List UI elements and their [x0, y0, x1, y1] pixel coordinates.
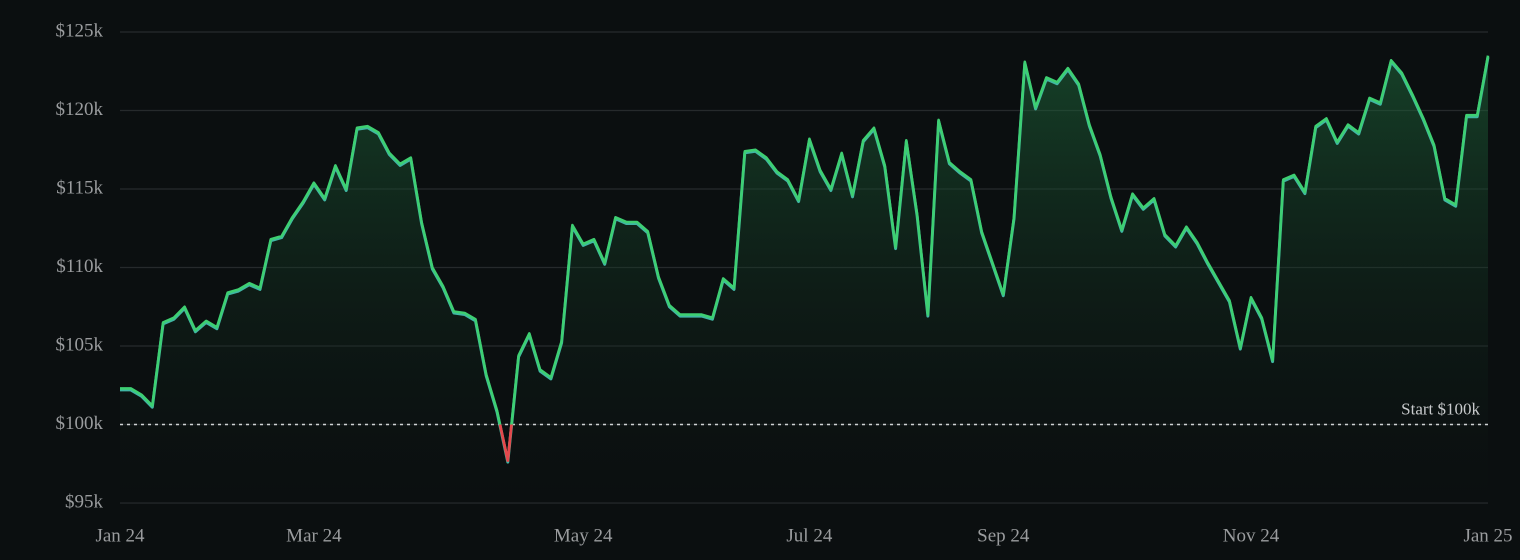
y-tick-label: $100k [56, 413, 104, 434]
area-fill [120, 55, 1488, 503]
line [120, 55, 1490, 462]
y-tick-label: $115k [56, 177, 103, 198]
x-tick-label: May 24 [554, 525, 613, 546]
x-tick-label: Nov 24 [1223, 525, 1280, 546]
x-tick-label: Jul 24 [786, 525, 832, 546]
x-tick-label: Jan 24 [95, 525, 145, 546]
y-tick-label: $105k [56, 334, 104, 355]
y-tick-label: $125k [56, 20, 104, 41]
y-tick-label: $110k [56, 256, 103, 277]
baseline-label: Start $100k [1401, 399, 1480, 418]
x-tick-label: Mar 24 [286, 525, 342, 546]
y-tick-label: $120k [56, 99, 104, 120]
x-tick-label: Sep 24 [977, 525, 1030, 546]
x-tick-label: Jan 25 [1463, 525, 1512, 546]
y-tick-label: $95k [65, 491, 104, 512]
